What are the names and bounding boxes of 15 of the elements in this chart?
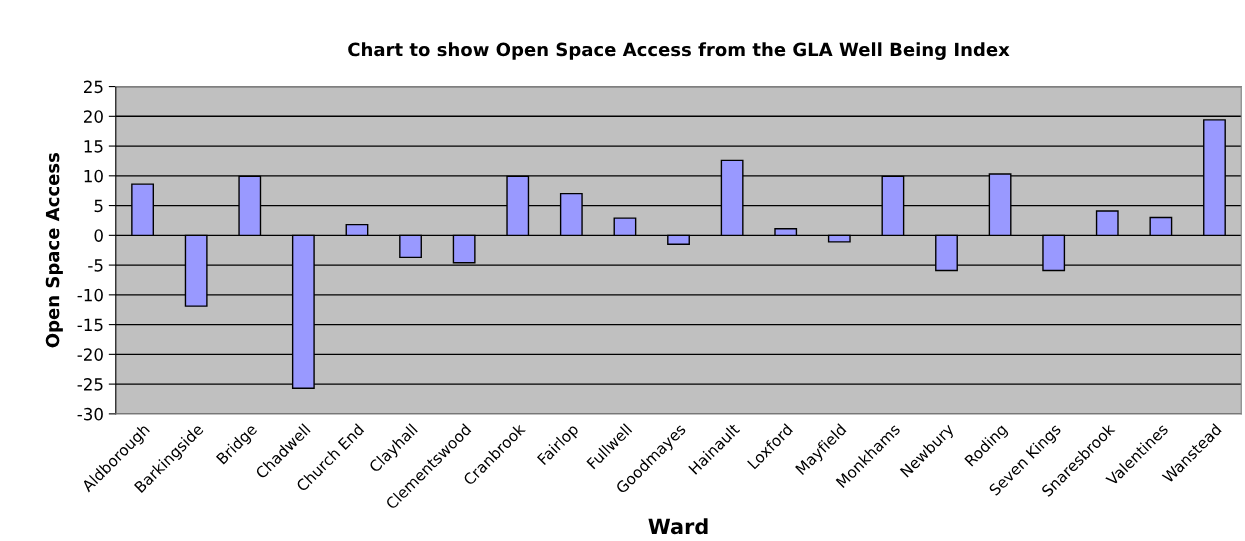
y-tick-label: 20 [83, 110, 103, 123]
y-tick-label: 25 [83, 80, 103, 94]
y-tick-label: 15 [84, 140, 103, 153]
y-tick-label: -25 [77, 378, 103, 391]
y-tick-label: -10 [77, 288, 103, 302]
chart-title: Chart to show Open Space Access from the GLA Well Being Index [348, 42, 1010, 60]
y-tick-label: -15 [77, 318, 103, 332]
x-axis-title: Ward [648, 518, 708, 535]
y-tick-label: -30 [77, 407, 103, 421]
y-tick-label: 10 [84, 169, 103, 183]
y-tick-label: 5 [94, 199, 103, 213]
y-tick-label: -20 [77, 348, 103, 361]
y-tick-label: -5 [88, 259, 103, 272]
y-tick-label: 0 [94, 229, 103, 242]
y-axis-title: Open Space Access [45, 153, 63, 348]
